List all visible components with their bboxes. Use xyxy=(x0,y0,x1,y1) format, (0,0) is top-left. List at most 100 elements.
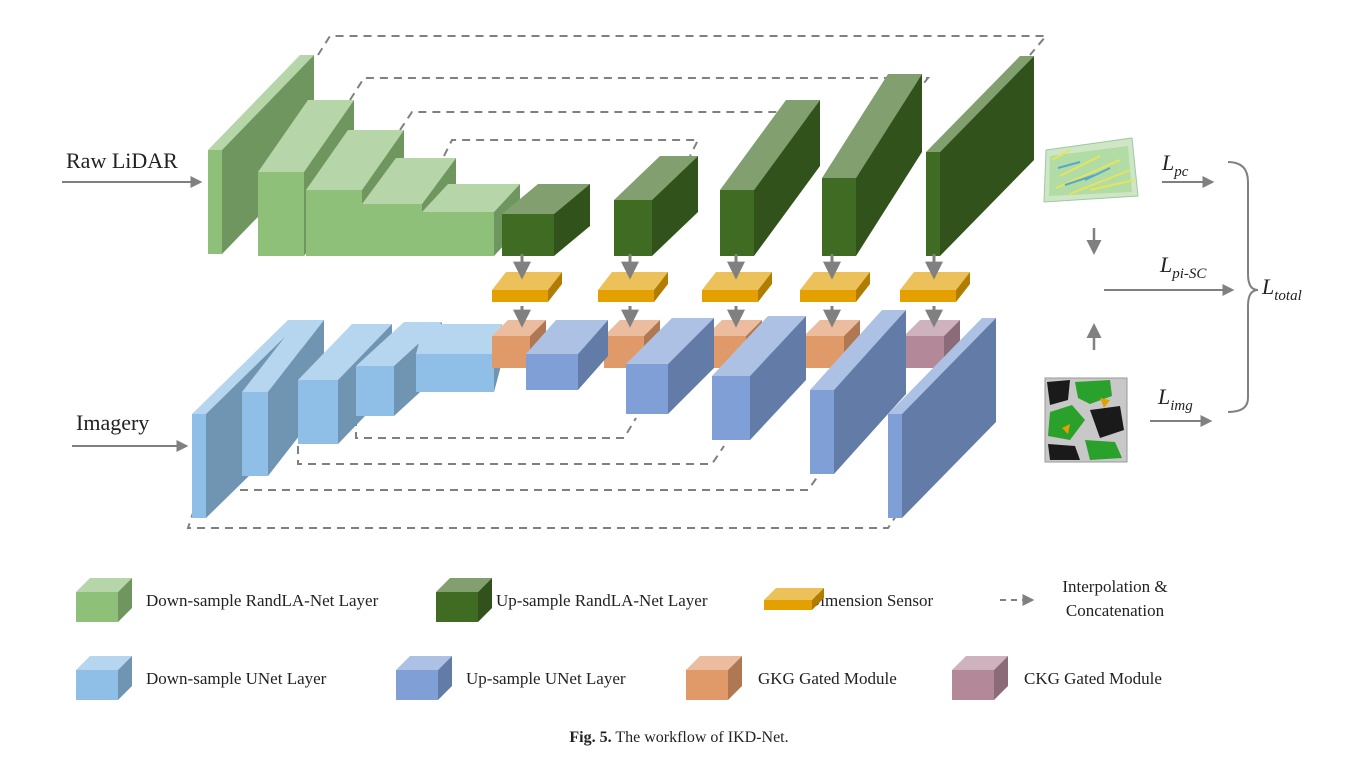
ckg-module-1-front xyxy=(904,336,944,368)
down-unet-3-top xyxy=(298,324,392,380)
up-randla-5-side xyxy=(940,56,1034,256)
imagery-label: Imagery xyxy=(76,410,149,435)
imagery-output-image xyxy=(1044,377,1128,463)
legend-ckg-swatch-top xyxy=(952,656,1008,670)
legend-gkg-swatch-side xyxy=(728,656,742,700)
skip-bot-1 xyxy=(186,509,901,529)
down-unet-4-top xyxy=(356,322,442,366)
down-randla-5-top xyxy=(422,184,520,212)
point-cloud-output-image xyxy=(1043,137,1139,203)
up-unet-3-top xyxy=(712,316,806,376)
up-randla-4-front xyxy=(822,178,856,256)
ckg-module-1-top xyxy=(904,320,960,336)
vertical-arrows xyxy=(513,254,943,328)
skip-top-3 xyxy=(399,111,814,131)
legend-ckg-swatch xyxy=(952,656,1008,700)
skip-bot-3 xyxy=(297,445,725,465)
network-blocks xyxy=(192,55,1034,518)
dimension-sensor-4-front xyxy=(800,290,856,302)
up-unet-5-top xyxy=(888,318,996,414)
dimension-sensor-4-side xyxy=(856,272,870,302)
dimension-sensor-1-front xyxy=(492,290,548,302)
dimension-sensor-4 xyxy=(800,272,870,302)
down-unet-1-top xyxy=(192,320,302,414)
dimension-sensor-2-top xyxy=(598,272,668,290)
legend-gkg-swatch-top xyxy=(686,656,742,670)
legend-down-randla-swatch-top xyxy=(76,578,132,592)
skip-bot-4 xyxy=(355,417,637,439)
down-randla-3-top xyxy=(306,130,404,190)
dimension-sensor-3-front xyxy=(702,290,758,302)
up-unet-1-front xyxy=(526,354,578,390)
gkg-module-3-top xyxy=(706,320,762,336)
skip-top-4 xyxy=(443,139,700,157)
up-randla-4-top xyxy=(822,74,922,178)
legend-down-unet-swatch xyxy=(76,656,132,700)
down-unet-2 xyxy=(242,320,324,476)
legend-down-unet-swatch-top xyxy=(76,656,132,670)
down-unet-2-front xyxy=(242,392,268,476)
legend-up-randla-swatch xyxy=(436,578,492,622)
legend-ckg-label: CKG Gated Module xyxy=(1024,669,1162,688)
up-unet-4 xyxy=(810,310,906,474)
ckg-module-1 xyxy=(904,320,960,368)
up-randla-3-side xyxy=(754,100,820,256)
legend-dim-sensor-swatch-front xyxy=(764,600,812,610)
gkg-module-4-top xyxy=(804,320,860,336)
up-randla-3-front xyxy=(720,190,754,256)
legend-gkg-swatch-front xyxy=(686,670,728,700)
skip-bot-2 xyxy=(239,475,819,491)
up-randla-2-top xyxy=(614,156,698,200)
up-randla-5-top xyxy=(926,56,1034,152)
legend-up-randla-swatch-front xyxy=(436,592,478,622)
up-unet-1-top xyxy=(526,320,608,354)
gkg-module-2-top xyxy=(604,320,660,336)
up-randla-3 xyxy=(720,100,820,256)
loss-pi-sc: Lpi-SC xyxy=(1159,252,1207,282)
up-unet-3 xyxy=(712,316,806,440)
up-unet-5-front xyxy=(888,414,902,518)
legend-up-randla-swatch-side xyxy=(478,578,492,622)
down-randla-4-top xyxy=(362,158,456,204)
up-unet-2-side xyxy=(668,318,714,414)
gkg-module-1-top xyxy=(492,320,546,336)
dimension-sensor-2-side xyxy=(654,272,668,302)
up-unet-4-top xyxy=(810,310,906,390)
legend-interp-label-1: Interpolation & xyxy=(1062,577,1167,596)
legend-up-unet-swatch xyxy=(396,656,452,700)
raw-lidar-label: Raw LiDAR xyxy=(66,148,178,173)
legend-up-unet-swatch-front xyxy=(396,670,438,700)
legend-down-unet-swatch-front xyxy=(76,670,118,700)
down-randla-1-side xyxy=(222,55,314,254)
down-randla-5-front xyxy=(422,212,494,256)
legend-up-randla-label: Up-sample RandLA-Net Layer xyxy=(496,591,708,610)
up-randla-1 xyxy=(502,184,590,256)
up-unet-3-front xyxy=(712,376,750,440)
down-randla-1-front xyxy=(208,150,222,254)
up-unet-1 xyxy=(526,320,608,390)
dimension-sensor-5-top xyxy=(900,272,970,290)
dimension-sensor-3-side xyxy=(758,272,772,302)
up-randla-2-side xyxy=(652,156,698,256)
down-unet-5-top xyxy=(416,324,502,354)
dimension-sensor-5 xyxy=(900,272,970,302)
up-randla-5 xyxy=(926,56,1034,256)
down-unet-5 xyxy=(416,324,502,392)
gkg-module-4-front xyxy=(804,336,844,368)
skip-top-2 xyxy=(349,77,931,101)
up-unet-5 xyxy=(888,318,996,518)
loss-pc: Lpc xyxy=(1161,150,1189,180)
dimension-sensor-1-side xyxy=(548,272,562,302)
loss-total: Ltotal xyxy=(1261,274,1302,304)
down-randla-3-front xyxy=(306,190,362,256)
dimension-sensor-1-top xyxy=(492,272,562,290)
legend-down-randla-swatch-side xyxy=(118,578,132,622)
gkg-module-1-front xyxy=(492,336,530,368)
legend-up-randla-swatch-top xyxy=(436,578,492,592)
down-randla-4-front xyxy=(362,204,422,256)
legend-ckg-swatch-front xyxy=(952,670,994,700)
up-unet-3-side xyxy=(750,316,806,440)
dimension-sensor-2 xyxy=(598,272,668,302)
legend-dim-sensor-label: Dimension Sensor xyxy=(808,591,933,610)
